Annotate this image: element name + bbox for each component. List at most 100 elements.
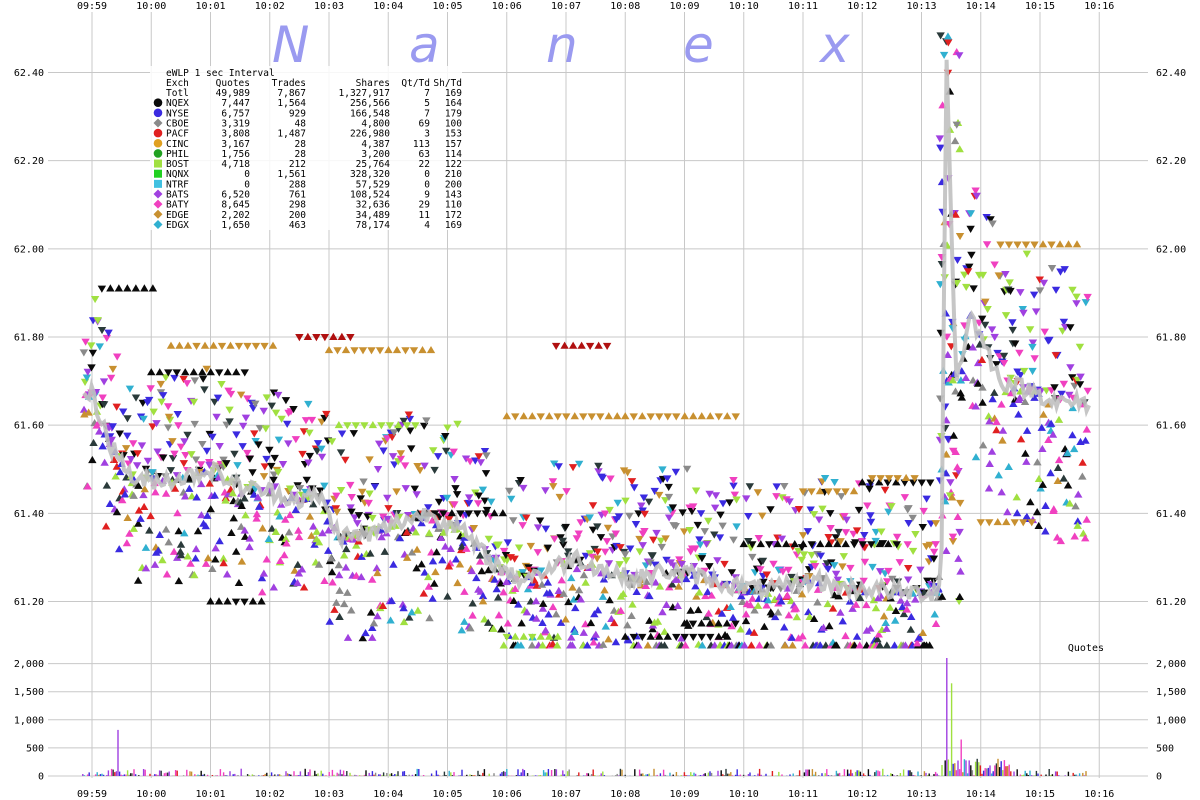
quote-marker [1056,268,1065,276]
quote-marker [115,545,124,553]
quote-marker [424,529,434,537]
quote-marker [1070,382,1079,390]
quote-bar [363,774,366,776]
quote-marker [787,573,796,582]
quote-marker [748,553,757,561]
quote-bar [981,773,983,776]
x-tick-label: 10:08 [610,789,640,800]
quote-marker [290,566,299,574]
quote-marker [97,285,107,293]
quote-marker [739,539,748,548]
quote-bar [422,775,425,776]
quote-bar [138,775,140,776]
quote-marker [219,554,228,562]
quote-bar [690,772,692,776]
quote-marker [635,548,644,556]
quote-marker [115,430,124,438]
legend-cell: 122 [445,159,462,170]
quote-marker [494,611,504,619]
quote-marker [1005,279,1014,287]
quote-marker [611,530,621,538]
quote-marker [305,452,315,460]
quote-marker [472,573,481,582]
quote-marker [451,555,461,563]
quote-marker [1075,381,1085,389]
quote-marker [533,549,543,557]
quote-bar [219,769,222,776]
quote-marker [890,641,899,649]
quote-marker [305,429,314,437]
quote-marker [956,389,965,397]
quote-marker [245,455,255,463]
quote-marker [866,512,875,520]
quote-bar [174,770,177,776]
quote-marker [1016,435,1026,443]
quote-marker [873,635,882,643]
quote-marker [462,544,471,552]
x-tick-label: 10:11 [788,1,818,12]
quote-marker [548,483,558,491]
quote-bar [86,774,89,776]
quote-marker [1015,394,1025,402]
quote-marker [240,494,249,502]
legend-header: Quotes [216,78,250,89]
quote-marker [442,494,452,502]
quote-bar [811,769,814,776]
quote-marker [409,347,419,355]
quote-bar [1078,773,1081,776]
quote-marker [170,450,179,458]
quote-marker [960,271,969,279]
quote-bar [878,771,881,776]
quote-bar [1003,760,1006,776]
quote-marker [252,514,261,522]
quote-bar [482,772,484,776]
quote-marker [358,347,368,355]
quote-marker [132,462,142,470]
quote-marker [775,592,784,600]
quote-bar [144,769,146,776]
quote-marker [972,192,981,200]
quote-bar [867,769,870,776]
quote-marker [769,560,778,568]
quote-bar [125,774,127,776]
quote-marker [1020,397,1030,406]
quote-bar [960,739,962,776]
quote-marker [145,526,154,534]
quote-marker [1001,312,1011,320]
quote-bar [112,769,114,776]
quote-marker [627,611,636,619]
quote-marker [711,492,721,500]
quote-marker [298,450,307,459]
quote-marker [1083,387,1092,395]
quote-marker [806,506,815,514]
vol-tick-label: 1,000 [14,715,44,726]
quote-marker [541,525,551,533]
quote-marker [356,495,365,503]
quote-marker [740,641,749,649]
quote-marker [1072,293,1081,301]
quote-marker [407,608,417,616]
quote-marker [264,535,273,543]
quote-marker [131,284,141,292]
quote-marker [193,527,203,535]
quote-marker [179,375,188,384]
quote-marker [561,615,570,623]
quote-marker [1006,287,1015,295]
legend-cell: 463 [289,220,306,231]
quote-bar [117,729,119,776]
quote-bar [381,775,383,776]
quote-marker [762,601,771,609]
quote-marker [786,597,796,605]
quote-bar [1034,775,1036,776]
quote-marker [948,538,958,546]
quote-marker [275,512,284,520]
quote-marker [285,485,295,493]
quote-marker [502,633,511,641]
quote-bar [720,770,722,776]
legend-cell: 25,764 [356,159,391,170]
quote-bar [1035,770,1038,776]
quote-marker [336,449,346,457]
quote-marker [990,261,999,269]
quote-marker [1063,481,1073,489]
